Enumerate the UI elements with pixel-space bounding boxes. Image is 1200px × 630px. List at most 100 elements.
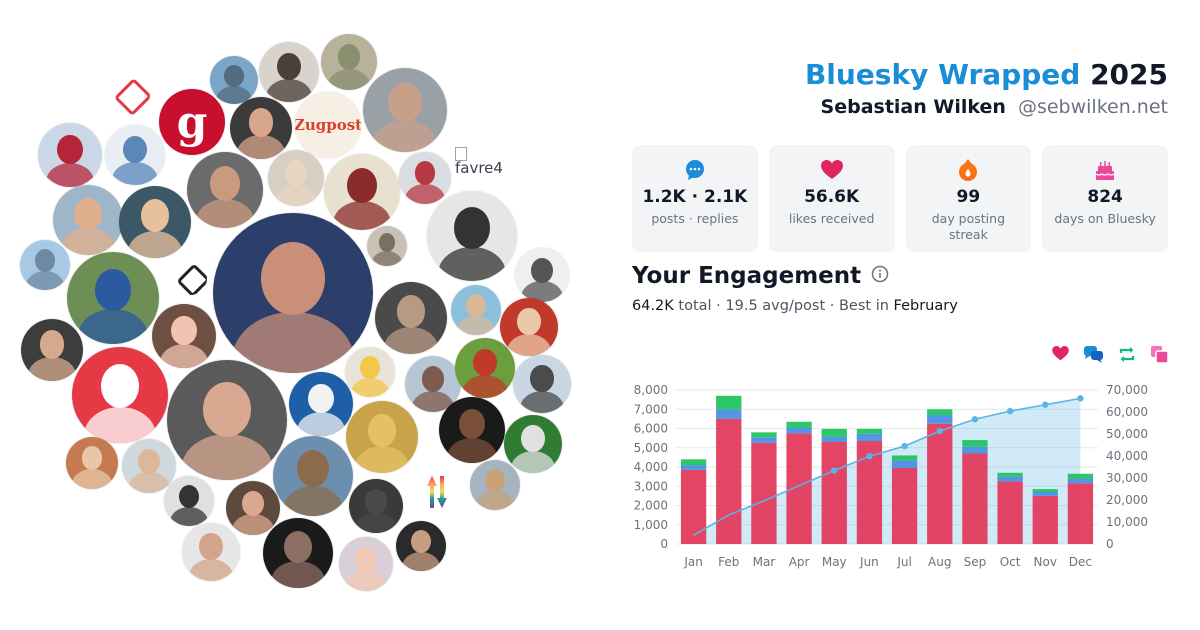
avatar-shape bbox=[383, 326, 439, 354]
bar-segment bbox=[997, 472, 1023, 477]
avatar-shape bbox=[296, 411, 346, 436]
stat-value: 99 bbox=[956, 187, 981, 207]
y2-tick-label: 10,000 bbox=[1106, 515, 1148, 529]
stats-row: 1.2K · 2.1K posts · replies 56.6K likes … bbox=[632, 145, 1168, 252]
avatar bbox=[182, 523, 240, 581]
bar-segment bbox=[716, 409, 742, 419]
avatar-shape bbox=[531, 257, 553, 283]
avatar-shape bbox=[188, 558, 234, 581]
avatar-shape bbox=[100, 364, 140, 409]
info-icon[interactable] bbox=[871, 263, 889, 289]
y-tick-label: 2,000 bbox=[634, 499, 668, 513]
bar-segment bbox=[821, 428, 847, 437]
avatar-shape bbox=[462, 375, 508, 398]
avatar-shape bbox=[517, 308, 541, 336]
avatar bbox=[470, 460, 520, 510]
rainbow-arrows-logo bbox=[425, 474, 449, 514]
stat-card-likes: 56.6K likes received bbox=[768, 145, 895, 252]
x-tick-label: Apr bbox=[789, 555, 810, 569]
avatar: Zugpost bbox=[295, 92, 361, 158]
avatar-shape bbox=[506, 333, 552, 356]
y2-tick-label: 40,000 bbox=[1106, 449, 1148, 463]
stat-value: 56.6K bbox=[804, 187, 860, 207]
avatar-shape bbox=[94, 268, 132, 311]
quotes-legend-icon[interactable] bbox=[1151, 346, 1168, 363]
avatar-shape bbox=[196, 199, 254, 228]
avatar bbox=[268, 150, 324, 206]
bar-segment bbox=[891, 455, 918, 461]
x-tick-label: Aug bbox=[928, 555, 951, 569]
avatar-shape bbox=[476, 491, 514, 510]
page-title: Bluesky Wrapped 2025 bbox=[805, 58, 1168, 91]
avatar-shape bbox=[181, 434, 273, 480]
avatar-shape bbox=[446, 437, 498, 463]
heart-icon bbox=[769, 159, 895, 181]
avatar-shape bbox=[519, 390, 565, 413]
avatar-shape bbox=[458, 408, 486, 440]
y-tick-label: 7,000 bbox=[634, 402, 668, 416]
avatar bbox=[289, 372, 353, 436]
bar-segment bbox=[927, 415, 953, 424]
cumulative-point bbox=[901, 442, 908, 450]
avatar bbox=[167, 360, 287, 480]
avatar-shape bbox=[373, 120, 437, 152]
avatar-shape bbox=[274, 184, 318, 206]
x-tick-label: Mar bbox=[753, 555, 776, 569]
avatar-shape bbox=[179, 485, 199, 508]
replies-legend-icon[interactable] bbox=[1084, 346, 1103, 363]
bar-segment bbox=[962, 453, 988, 544]
avatar-shape bbox=[171, 315, 197, 345]
avatar bbox=[504, 415, 562, 473]
bar-segment bbox=[680, 465, 707, 470]
avatar bbox=[53, 185, 123, 255]
avatar bbox=[500, 298, 558, 356]
bar-segment bbox=[680, 459, 707, 466]
reposts-legend-icon[interactable] bbox=[1118, 346, 1136, 363]
avatar bbox=[349, 479, 403, 533]
y-tick-label: 5,000 bbox=[634, 441, 668, 455]
avatar bbox=[105, 125, 165, 185]
avatar-shape bbox=[61, 228, 115, 255]
avatar bbox=[396, 521, 446, 571]
avatar-shape bbox=[414, 161, 436, 186]
engagement-chart: 0 1,000 2,000 3,000 4,000 5,000 6,000 7,000 8,00… bbox=[634, 383, 1148, 569]
bar-segment bbox=[891, 460, 918, 468]
avatar bbox=[324, 154, 400, 230]
avatar-shape bbox=[333, 201, 391, 230]
stat-label: likes received bbox=[788, 211, 875, 226]
likes-legend-icon[interactable] bbox=[1052, 346, 1069, 363]
engagement-summary: 64.2K total · 19.5 avg/post · Best in Fe… bbox=[632, 298, 958, 314]
cumulative-point bbox=[971, 416, 979, 423]
x-tick-label: Jun bbox=[859, 555, 879, 569]
y-tick-label: 0 bbox=[660, 537, 668, 551]
avatar-shape bbox=[421, 366, 445, 392]
avatar-shape bbox=[170, 507, 208, 526]
avatar-shape bbox=[28, 357, 76, 381]
avatar-shape bbox=[355, 546, 377, 572]
y2-tick-label: 0 bbox=[1106, 537, 1114, 551]
avatar-shape bbox=[72, 469, 112, 489]
avatar bbox=[346, 401, 418, 473]
stat-value: 824 bbox=[1087, 187, 1123, 207]
avatar-shape bbox=[127, 230, 183, 258]
avatar bbox=[321, 34, 377, 90]
avatar-shape bbox=[355, 512, 397, 533]
cumulative-line bbox=[693, 397, 1081, 536]
avatar-shape bbox=[140, 198, 170, 233]
user-handle: @sebwilken.net bbox=[1017, 96, 1168, 118]
logo-mark bbox=[113, 77, 150, 115]
avatar-shape bbox=[112, 162, 158, 185]
engagement-heading: Your Engagement bbox=[632, 263, 889, 289]
avatar-shape bbox=[396, 294, 426, 329]
avatar bbox=[345, 347, 395, 397]
engagement-best-prefix: Best in bbox=[838, 298, 889, 314]
avatar-shape bbox=[367, 413, 397, 448]
broken-image-alt-text: favre4 bbox=[455, 159, 503, 177]
bar-segment bbox=[716, 395, 742, 410]
x-tick-label: Dec bbox=[1069, 555, 1092, 569]
stat-value: 1.2K · 2.1K bbox=[642, 187, 748, 207]
avatar-shape bbox=[57, 134, 83, 164]
y-tick-label: 6,000 bbox=[634, 422, 668, 436]
avatar-shape bbox=[405, 184, 445, 204]
stat-card-days: 824 days on Bluesky bbox=[1042, 145, 1168, 252]
